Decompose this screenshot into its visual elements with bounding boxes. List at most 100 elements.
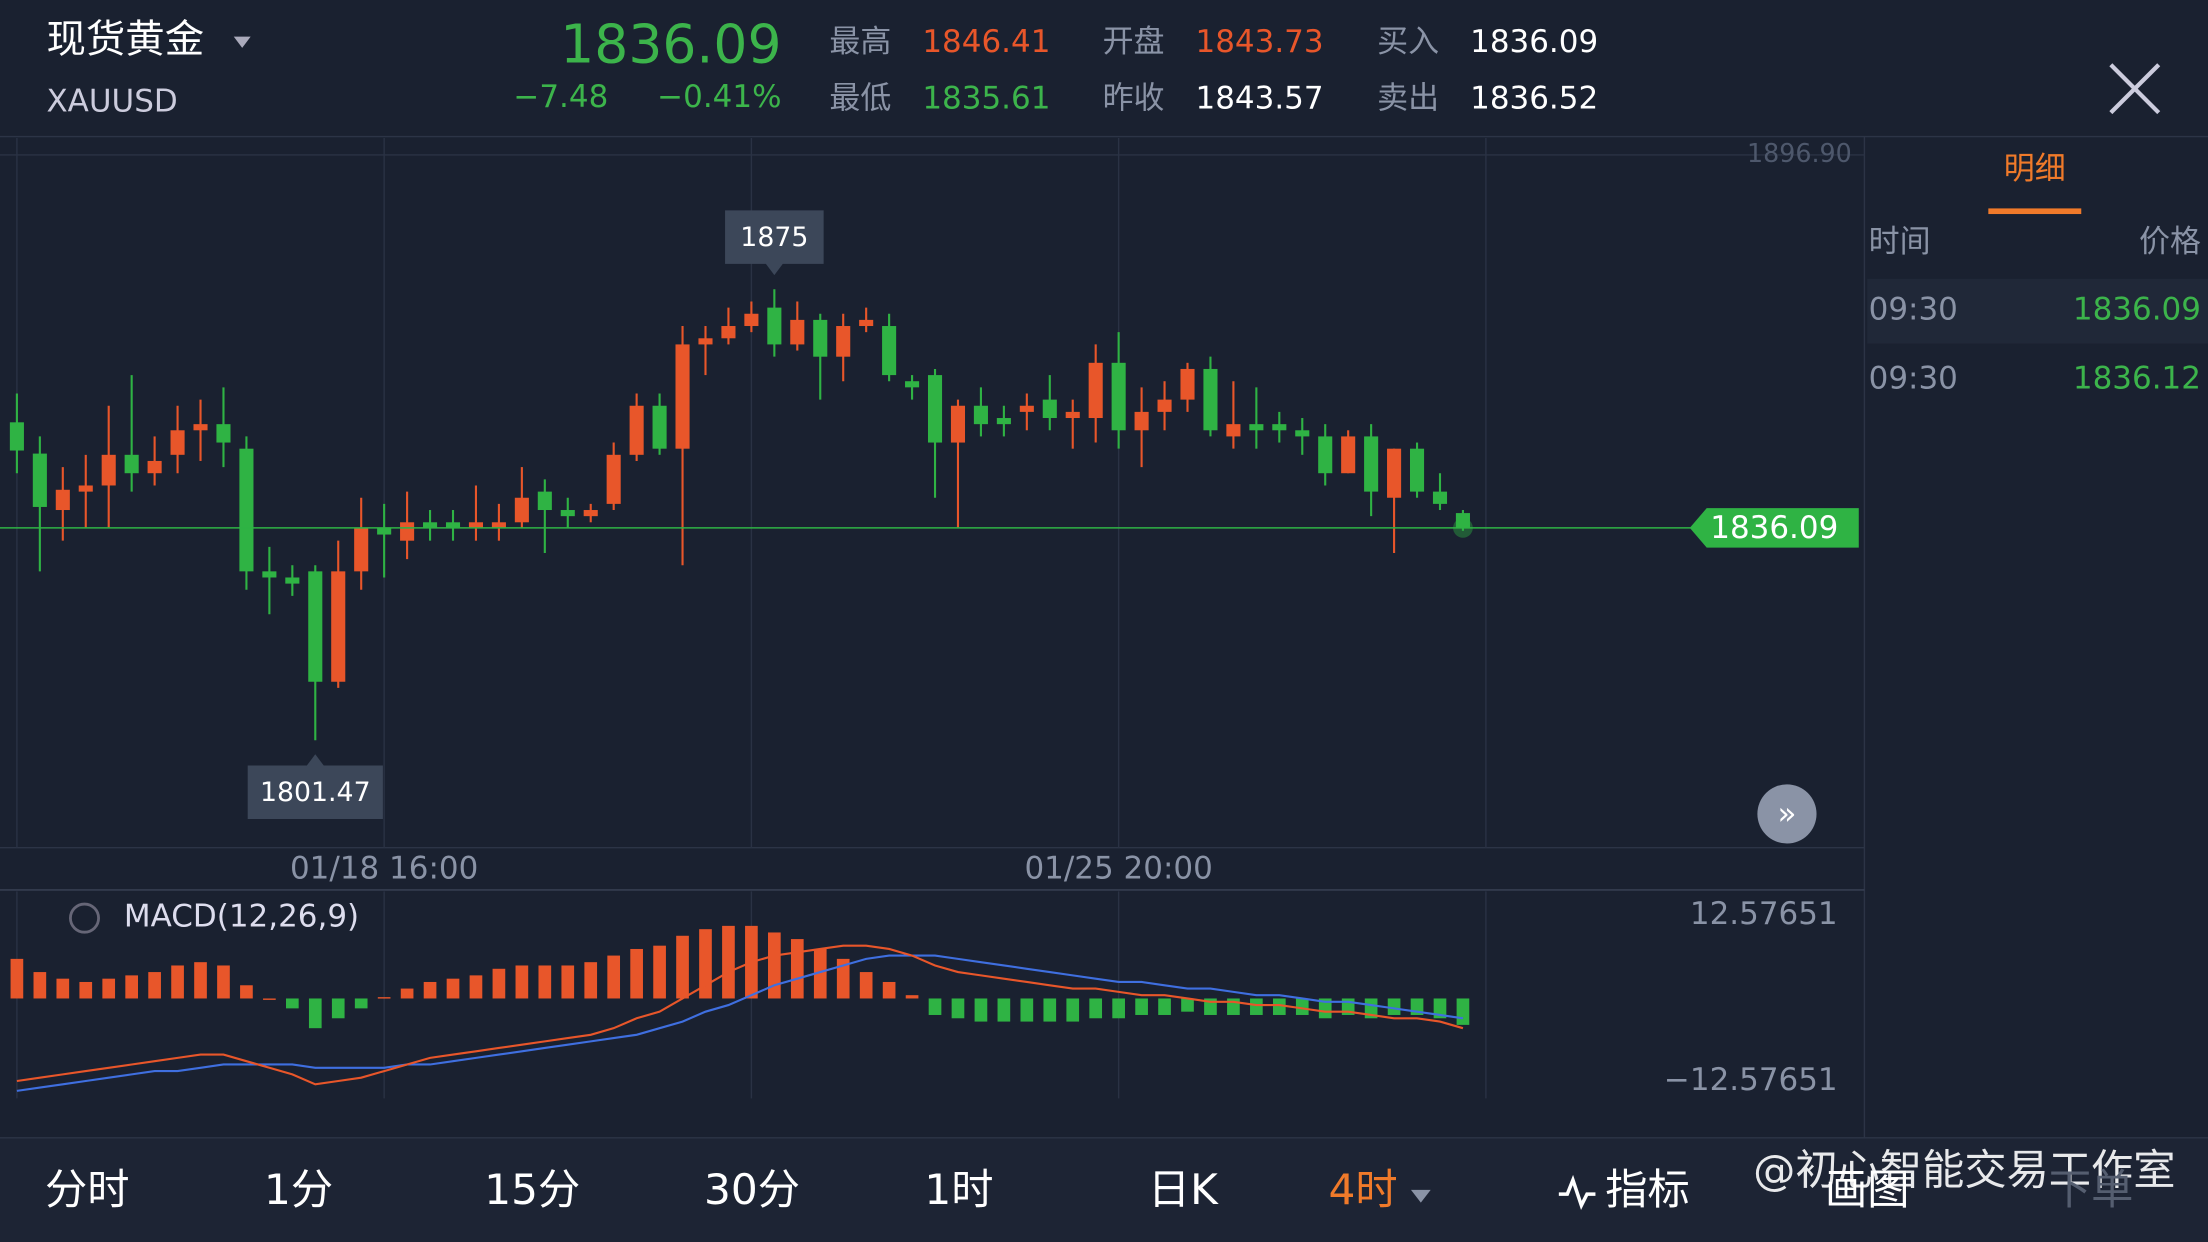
macd-bar: [1066, 998, 1080, 1022]
tool-button[interactable]: 下单: [2049, 1165, 2133, 1214]
candle-body: [1387, 448, 1402, 498]
macd-bar: [951, 998, 965, 1019]
high-callout: [725, 210, 824, 276]
macd-bar: [1318, 998, 1332, 1019]
stat-label: 买入: [1377, 24, 1439, 60]
candle-body: [1134, 411, 1149, 431]
candle-body: [859, 319, 874, 327]
symbol: XAUUSD: [46, 83, 177, 119]
candle-body: [560, 510, 575, 517]
candle-body: [308, 571, 323, 682]
tool-button[interactable]: 画图: [1825, 1165, 1909, 1214]
macd-bar: [607, 955, 621, 999]
timeframe-tab[interactable]: 1分: [264, 1165, 333, 1214]
macd-bar: [33, 972, 47, 999]
timeframe-tab[interactable]: 15分: [484, 1165, 580, 1214]
macd-bar: [653, 945, 666, 999]
candle-body: [514, 497, 529, 523]
y-tick-label: 12.57651: [1690, 896, 1838, 932]
macd-bar: [790, 939, 804, 999]
detail-price: 1836.09: [2073, 292, 2201, 328]
macd-bar: [630, 948, 643, 999]
macd-bar: [492, 968, 506, 999]
candle-body: [583, 510, 598, 517]
candle-body: [1157, 399, 1172, 412]
close-button[interactable]: [2109, 63, 2161, 115]
candle-body: [629, 405, 644, 455]
toolbar-bg: [0, 1137, 2208, 1242]
macd-bar: [171, 965, 184, 999]
macd-bar: [400, 988, 414, 999]
column-header: 价格: [2139, 224, 2201, 260]
stat-value: 1843.57: [1196, 80, 1324, 116]
timeframe-tab[interactable]: 分时: [45, 1165, 129, 1214]
high-label: 1875: [740, 222, 808, 253]
x-tick-label: 01/18 16:00: [290, 851, 478, 887]
candle-body: [262, 571, 277, 578]
y-tick-label: 1896.90: [1747, 138, 1852, 168]
macd-bar: [836, 958, 850, 999]
instrument-name[interactable]: 现货黄金: [46, 17, 204, 63]
candle-body: [996, 418, 1011, 425]
candle-body: [1432, 491, 1448, 504]
stat-value: 1836.09: [1470, 24, 1598, 60]
macd-bar: [928, 998, 942, 1015]
macd-bar: [354, 998, 368, 1009]
macd-bar: [79, 981, 93, 999]
candle-body: [1455, 513, 1470, 528]
candle-body: [147, 460, 162, 474]
candle-body: [927, 375, 943, 443]
candle-body: [193, 424, 208, 431]
candle-body: [239, 448, 254, 572]
candle-body: [101, 454, 116, 486]
macd-bar: [1364, 998, 1378, 1019]
candle-body: [537, 491, 552, 511]
candle-body: [32, 453, 47, 507]
scroll-button[interactable]: [1757, 784, 1817, 844]
stat-value: 1835.61: [922, 80, 1050, 116]
settings-icon[interactable]: [69, 902, 100, 934]
candle-body: [1180, 368, 1195, 400]
macd-bar: [240, 985, 253, 999]
change: −7.48: [513, 79, 608, 115]
stat-value: 1843.73: [1196, 24, 1324, 60]
detail-tab[interactable]: 明细: [2004, 151, 2066, 187]
candle-body: [1249, 424, 1264, 431]
macd-bar: [194, 962, 207, 999]
macd-bar: [217, 965, 230, 999]
dropdown-arrow[interactable]: [1410, 1189, 1431, 1203]
macd-bar: [905, 995, 919, 999]
macd-bar: [446, 978, 460, 999]
macd-bar: [1043, 998, 1057, 1022]
macd-bar: [148, 972, 161, 999]
tool-button[interactable]: 指标: [1605, 1165, 1689, 1214]
candle-body: [973, 405, 988, 425]
timeframe-tab[interactable]: 30分: [704, 1165, 800, 1214]
macd-bar: [1272, 998, 1286, 1015]
detail-time: 09:30: [1869, 292, 1958, 328]
dropdown-arrow[interactable]: [233, 36, 251, 48]
detail-price: 1836.12: [2073, 361, 2201, 397]
candle-body: [170, 430, 185, 455]
macd-bar: [768, 932, 781, 999]
y-tick-label: −12.57651: [1664, 1062, 1838, 1098]
macd-bar: [1295, 998, 1309, 1015]
timeframe-tab[interactable]: 日K: [1148, 1165, 1219, 1214]
candle-body: [9, 422, 24, 451]
watermark: @初心智能交易工作室: [1753, 1145, 2175, 1194]
timeframe-tab[interactable]: 1时: [924, 1165, 993, 1214]
candle-body: [1272, 424, 1287, 431]
candle-body: [1111, 362, 1126, 431]
timeframe-tab[interactable]: 4时: [1329, 1165, 1398, 1214]
candle-body: [78, 485, 93, 492]
candle-body: [698, 338, 713, 345]
macd-bar: [102, 978, 116, 999]
dif-line: [16, 944, 1464, 1086]
candle-body: [767, 307, 782, 345]
macd-bar: [1158, 998, 1171, 1015]
candle-body: [423, 522, 438, 529]
candle-body: [1341, 436, 1356, 474]
candle-body: [400, 522, 415, 541]
last-price: 1836.09: [560, 13, 781, 76]
macd-bar: [423, 981, 437, 999]
